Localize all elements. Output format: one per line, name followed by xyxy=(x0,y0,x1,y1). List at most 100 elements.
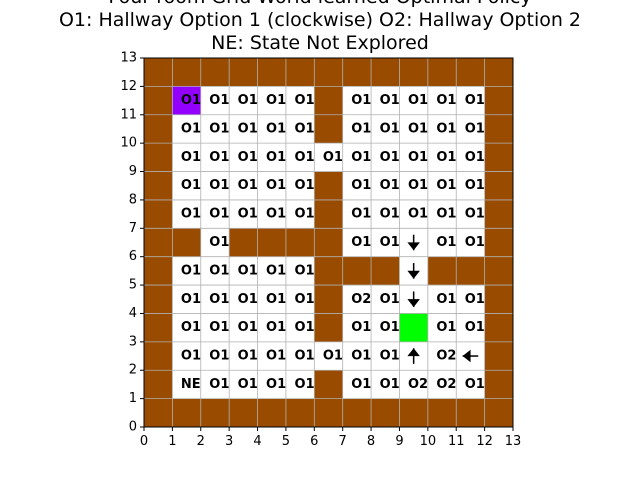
empty-cell xyxy=(371,199,400,229)
cell-label: O1 xyxy=(209,377,229,392)
cell-label: O1 xyxy=(238,121,258,136)
empty-cell xyxy=(172,143,202,173)
cell-label: O1 xyxy=(181,349,201,364)
y-tick-label: 1 xyxy=(129,391,137,406)
wall-cell xyxy=(144,398,173,428)
wall-cell xyxy=(342,398,372,428)
empty-cell xyxy=(399,199,429,229)
wall-cell xyxy=(314,313,344,343)
cell-label: O1 xyxy=(181,263,201,278)
cells-layer xyxy=(144,58,514,428)
empty-cell xyxy=(229,143,259,173)
wall-cell xyxy=(371,398,400,428)
cell-label: O1 xyxy=(408,150,428,165)
empty-cell xyxy=(314,341,344,371)
arrow-down xyxy=(407,291,420,308)
empty-cell xyxy=(200,285,230,314)
cell-label: O1 xyxy=(465,150,485,165)
empty-cell xyxy=(371,341,400,371)
cell-label: O1 xyxy=(209,263,229,278)
empty-cell xyxy=(342,86,372,116)
empty-cell xyxy=(200,199,230,229)
empty-cell xyxy=(172,256,202,286)
cell-label: O1 xyxy=(294,263,314,278)
goal-cell xyxy=(399,313,429,343)
arrow-head xyxy=(407,299,420,308)
empty-cell xyxy=(371,86,400,116)
empty-cell xyxy=(342,341,372,371)
wall-cell xyxy=(200,58,230,87)
empty-cell xyxy=(314,143,344,173)
y-tick-label: 0 xyxy=(129,420,137,435)
empty-cell xyxy=(399,143,429,173)
empty-cell xyxy=(399,370,429,400)
wall-cell xyxy=(144,114,173,144)
empty-cell xyxy=(257,341,287,371)
cell-label: O1 xyxy=(380,377,400,392)
cell-label: O1 xyxy=(408,121,428,136)
cell-label: O1 xyxy=(266,121,286,136)
empty-cell xyxy=(200,256,230,286)
cell-label: O1 xyxy=(323,349,343,364)
empty-cell xyxy=(285,171,315,201)
empty-cell xyxy=(229,256,259,286)
cell-label: O1 xyxy=(209,121,229,136)
cell-label: O1 xyxy=(408,93,428,108)
empty-cell xyxy=(285,370,315,400)
x-tick-label: 4 xyxy=(253,434,261,449)
cell-label: O1 xyxy=(436,235,456,250)
empty-cell xyxy=(371,143,400,173)
empty-cell xyxy=(285,285,315,314)
wall-cell xyxy=(484,199,514,229)
cell-label: O1 xyxy=(294,377,314,392)
x-tick-label: 6 xyxy=(310,434,318,449)
empty-cell xyxy=(229,114,259,144)
empty-cell xyxy=(229,171,259,201)
wall-cell xyxy=(144,58,173,87)
empty-cell xyxy=(427,171,457,201)
cell-label: O1 xyxy=(465,207,485,222)
arrow-head xyxy=(462,349,471,363)
cell-label: O1 xyxy=(380,292,400,307)
empty-cell xyxy=(200,114,230,144)
cell-label: O1 xyxy=(238,349,258,364)
wall-cell xyxy=(314,58,344,87)
wall-cell xyxy=(144,143,173,173)
empty-cell xyxy=(456,86,486,116)
wall-cell xyxy=(314,228,344,258)
empty-cell xyxy=(456,285,486,314)
wall-cell xyxy=(257,398,287,428)
cell-label: O1 xyxy=(294,93,314,108)
empty-cell xyxy=(257,199,287,229)
wall-cell xyxy=(484,341,514,371)
empty-cell xyxy=(427,370,457,400)
empty-cell xyxy=(456,313,486,343)
chart-title: Four room Grid World learned Optimal Pol… xyxy=(0,0,640,55)
empty-cell xyxy=(342,114,372,144)
cell-label: O1 xyxy=(181,207,201,222)
wall-cell xyxy=(172,398,202,428)
y-tick-label: 2 xyxy=(129,363,137,378)
wall-cell xyxy=(484,256,514,286)
wall-cell xyxy=(484,114,514,144)
wall-cell xyxy=(314,256,344,286)
wall-cell xyxy=(484,285,514,314)
cell-label: O1 xyxy=(380,178,400,193)
x-tick-label: 1 xyxy=(168,434,176,449)
x-tick-label: 7 xyxy=(339,434,347,449)
y-tick-label: 3 xyxy=(129,334,137,349)
cell-label: O1 xyxy=(380,150,400,165)
cell-label: O1 xyxy=(209,93,229,108)
y-tick-label: 12 xyxy=(120,79,137,94)
wall-cell xyxy=(342,58,372,87)
cell-label: O1 xyxy=(238,377,258,392)
empty-cell xyxy=(172,370,202,400)
wall-cell xyxy=(484,370,514,400)
arrow-left xyxy=(462,349,479,363)
cell-label: NE xyxy=(181,377,201,392)
cell-label: O1 xyxy=(408,178,428,193)
x-tick-label: 9 xyxy=(395,434,403,449)
cell-label: O1 xyxy=(238,263,258,278)
empty-cell xyxy=(427,199,457,229)
